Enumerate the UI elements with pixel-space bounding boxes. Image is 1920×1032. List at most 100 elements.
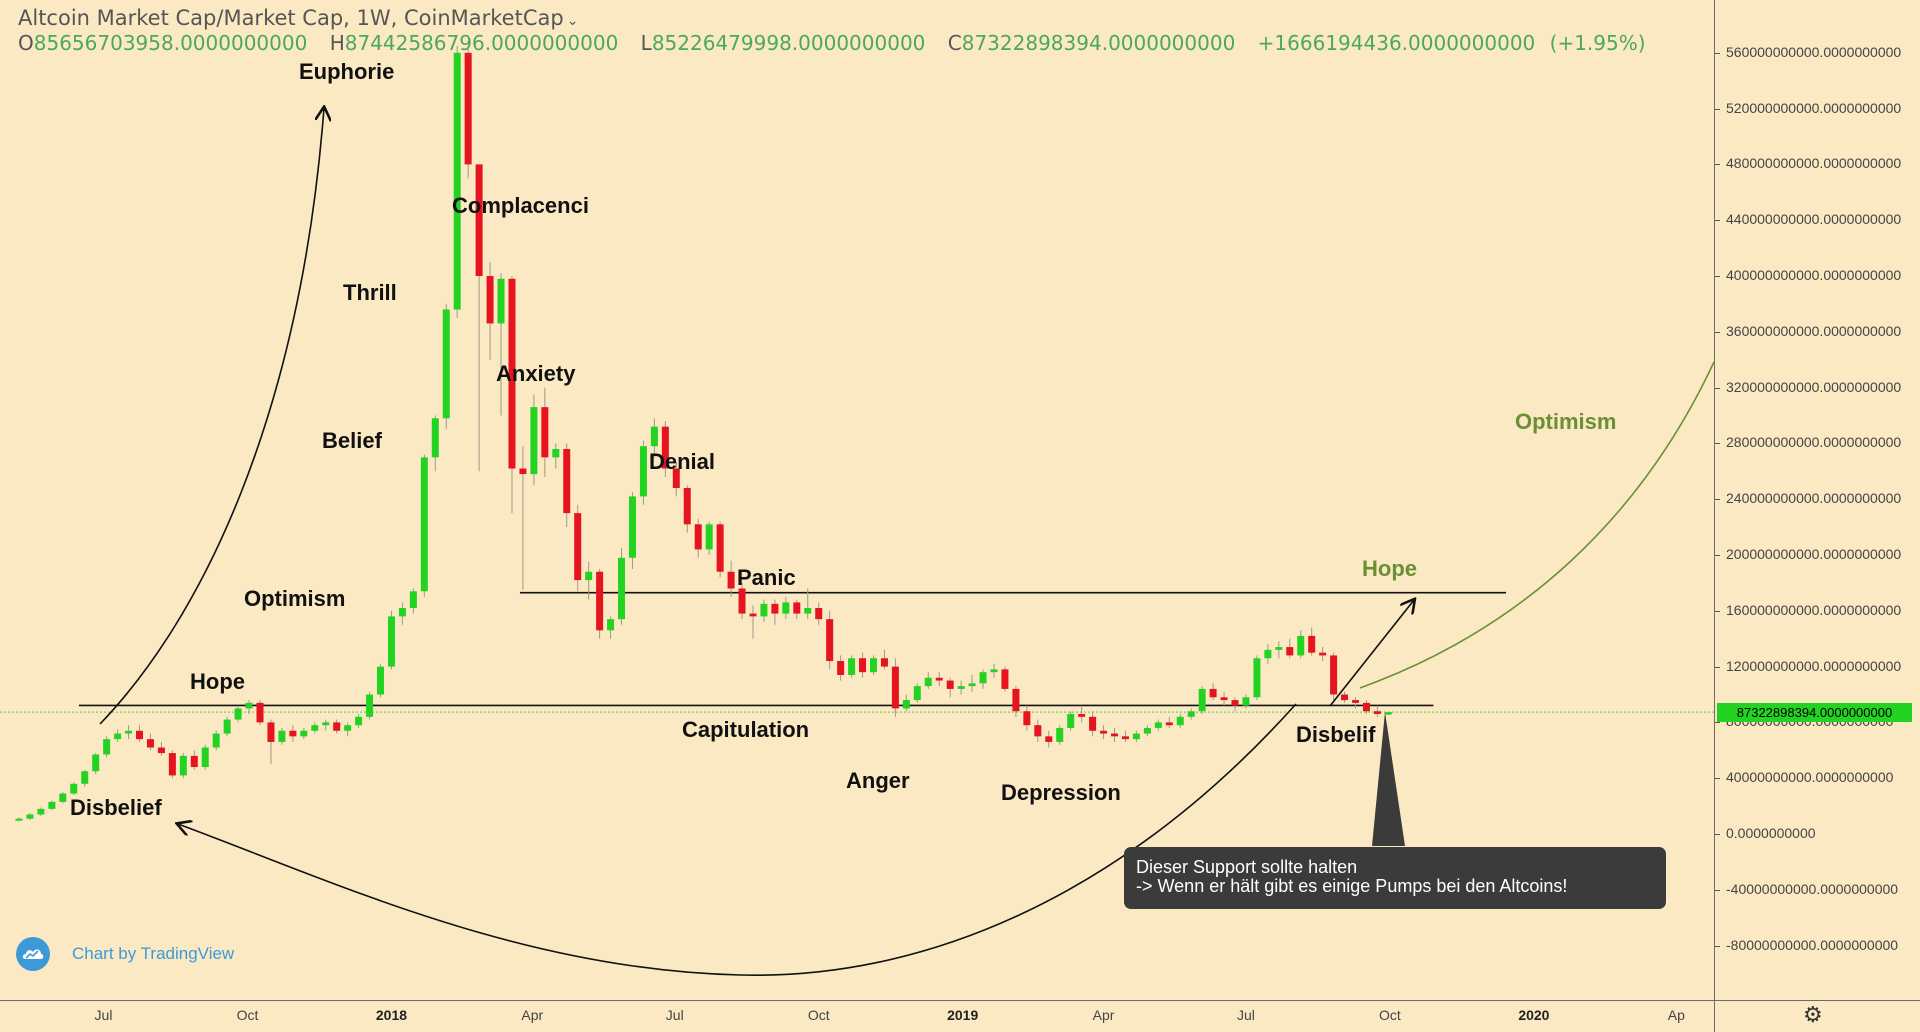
callout-pointer xyxy=(1372,712,1405,846)
price-tick-label: 40000000000.0000000000 xyxy=(1726,769,1894,786)
candle-down xyxy=(815,608,823,620)
price-tick-label: 480000000000.0000000000 xyxy=(1726,155,1902,172)
candle-down xyxy=(1023,711,1031,726)
candle-up xyxy=(70,783,78,794)
candle-up xyxy=(179,755,187,776)
candle-up xyxy=(366,694,374,717)
time-tick-label: Jul xyxy=(1237,1007,1255,1023)
candle-down xyxy=(1319,652,1327,656)
candle-down xyxy=(1220,697,1228,701)
candle-down xyxy=(1100,730,1108,734)
high-label: H xyxy=(329,31,345,55)
candle-down xyxy=(1231,700,1239,706)
price-tick-label: 200000000000.0000000000 xyxy=(1726,546,1902,562)
candle-up xyxy=(442,309,450,419)
candle-up xyxy=(804,608,812,614)
last-price-tag: 87322898394.0000000000 xyxy=(1717,703,1912,723)
price-tick-mark xyxy=(1715,778,1720,780)
candle-up xyxy=(377,666,385,695)
candle-up xyxy=(924,677,932,687)
candle-up xyxy=(48,801,56,809)
price-tick-label: -80000000000.0000000000 xyxy=(1726,936,1899,953)
symbol-title[interactable]: Altcoin Market Cap/Market Cap, 1W, CoinM… xyxy=(18,6,578,30)
price-tick-mark xyxy=(1715,666,1720,668)
open-label: O xyxy=(18,31,34,55)
candle-down xyxy=(946,680,954,689)
candle-up xyxy=(223,719,231,734)
candle-down xyxy=(749,613,757,617)
candle-up xyxy=(902,700,910,709)
candle-down xyxy=(574,513,582,581)
price-tick-mark xyxy=(1715,555,1720,556)
candle-down xyxy=(1034,725,1042,737)
euphoria-arrow xyxy=(99,108,324,725)
candle-up xyxy=(234,708,242,720)
price-tick-mark xyxy=(1715,889,1720,891)
candle-down xyxy=(1012,688,1020,712)
tradingview-cloud-icon xyxy=(16,937,50,971)
close-label: C xyxy=(947,31,962,55)
gear-icon[interactable]: ⚙ xyxy=(1803,1003,1823,1028)
candle-down xyxy=(1121,736,1129,740)
low-label: L xyxy=(640,31,652,55)
time-tick-label: Oct xyxy=(807,1007,830,1023)
tradingview-brand[interactable]: Chart by TradingView xyxy=(16,937,234,971)
candle-down xyxy=(267,722,275,742)
candle-down xyxy=(464,52,472,165)
candle-down xyxy=(738,588,746,614)
price-tick-label: 360000000000.0000000000 xyxy=(1726,322,1902,339)
chevron-down-icon[interactable]: ⌄ xyxy=(566,13,579,29)
candle-up xyxy=(300,730,308,737)
phase-complacency-label: Complacenci xyxy=(452,193,589,218)
candle-up xyxy=(1253,658,1261,698)
price-tick-mark xyxy=(1715,220,1720,222)
candle-down xyxy=(859,658,867,673)
candle-up xyxy=(201,747,209,768)
phase-anger-label: Anger xyxy=(846,768,910,793)
time-tick-label: Apr xyxy=(521,1007,544,1023)
price-tick-label: 120000000000.0000000000 xyxy=(1726,657,1902,674)
candle-down xyxy=(136,730,144,740)
candle-down xyxy=(289,730,297,737)
price-tick-label: 280000000000.0000000000 xyxy=(1726,434,1902,451)
plot-area[interactable]: Altcoin Market Cap/Market Cap, 1W, CoinM… xyxy=(0,0,1714,1000)
candle-up xyxy=(409,591,417,609)
candle-down xyxy=(563,448,571,514)
support-note-callout: Dieser Support sollte halten -> Wenn er … xyxy=(1124,847,1666,909)
time-axis[interactable]: Jul Oct 2018 Apr Jul Oct 2019 Apr Jul Oct 2020 Ap xyxy=(0,1000,1714,1032)
open-value: 85656703958.0000000000 xyxy=(33,31,308,55)
candle-up xyxy=(848,658,856,675)
price-tick-mark xyxy=(1715,722,1720,724)
price-tick-mark xyxy=(1715,276,1720,277)
price-tick-mark xyxy=(1715,164,1720,166)
phase-capitulation-label: Capitulation xyxy=(682,717,810,742)
note-line-1: Dieser Support sollte halten xyxy=(1136,857,1358,877)
candle-up xyxy=(782,602,790,614)
candle-up xyxy=(114,733,122,740)
price-tick-mark xyxy=(1715,443,1720,445)
candle-down xyxy=(727,571,735,589)
candle-down xyxy=(146,739,154,748)
candle-up xyxy=(1242,697,1250,706)
candle-up xyxy=(1187,711,1195,717)
change-percent: (+1.95%) xyxy=(1549,31,1646,55)
phase-denial-label: Denial xyxy=(649,449,716,474)
price-tick-label: -40000000000.0000000000 xyxy=(1726,880,1899,897)
candle-down xyxy=(486,276,494,324)
phase-belief-label: Belief xyxy=(322,428,382,453)
candle-down xyxy=(1165,722,1173,726)
candle-down xyxy=(716,524,724,572)
price-axis[interactable]: 560000000000.0000000000 520000000000.0000… xyxy=(1714,0,1920,1000)
candle-down xyxy=(1341,694,1349,701)
candle-up xyxy=(628,496,636,558)
phase-optimism-label: Optimism xyxy=(244,586,346,611)
candle-up xyxy=(639,446,647,497)
low-value: 85226479998.0000000000 xyxy=(651,31,926,55)
candle-down xyxy=(1373,711,1381,715)
candle-down xyxy=(1330,655,1338,695)
candle-down xyxy=(1045,736,1053,742)
close-value: 87322898394.0000000000 xyxy=(961,31,1236,55)
price-tick-label: 0.0000000000 xyxy=(1726,825,1816,841)
candle-up xyxy=(103,739,111,755)
candle-down xyxy=(1352,700,1360,703)
